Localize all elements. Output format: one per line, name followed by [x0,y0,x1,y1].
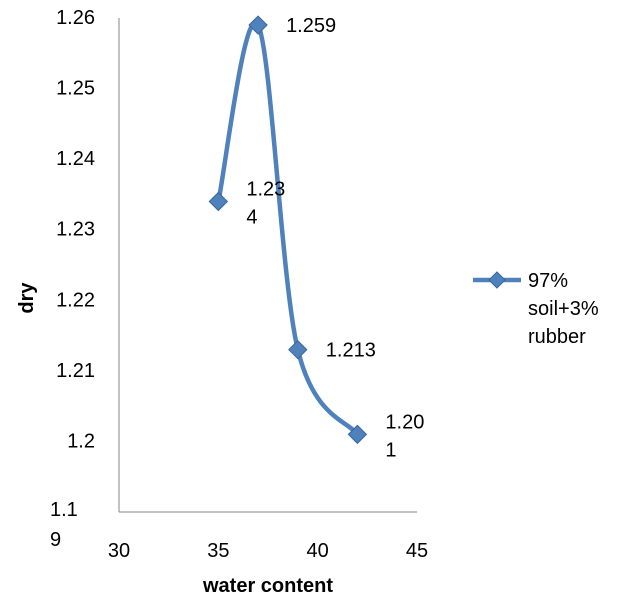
x-tick-label: 40 [307,540,329,562]
legend-label: 97% [528,270,568,292]
y-tick-label: 1.21 [56,360,95,382]
legend-marker [488,271,506,289]
x-tick-label: 35 [207,540,229,562]
data-label: 1.20 [385,411,424,433]
y-tick-label: 1.22 [56,289,95,311]
data-point-marker [347,424,368,445]
y-axis-title: dry [16,282,38,314]
y-tick-label: 1.2 [67,430,95,452]
y-tick-label: 1.24 [56,148,95,170]
data-point-marker [248,15,268,35]
y-tick-label-min: 9 [50,529,61,551]
data-label: 1.23 [246,178,285,200]
y-tick-label: 1.25 [56,78,95,100]
data-label: 4 [246,206,257,228]
data-label: 1 [385,439,396,461]
axes: 1.26 1.25 1.24 1.23 1.22 1.21 1.2 1.1 9 30 35 40 45 w… [16,7,428,597]
data-label: 1.259 [286,15,336,37]
y-tick-label: 1.26 [56,7,95,29]
series-group [208,15,368,445]
y-tick-label-min: 1.1 [50,499,78,521]
series-line [216,20,360,437]
legend-label: rubber [528,326,586,348]
x-tick-label: 30 [108,540,130,562]
x-tick-label: 45 [406,540,428,562]
y-tick-label: 1.23 [56,219,95,241]
legend-label: soil+3% [528,298,599,320]
x-axis-title: water content [202,575,333,597]
legend: 97% soil+3% rubber [473,270,599,348]
data-labels: 1.23 4 1.259 1.213 1.20 1 [246,15,424,461]
data-point-marker [208,191,229,212]
data-label: 1.213 [326,340,376,362]
data-point-marker [288,339,308,360]
